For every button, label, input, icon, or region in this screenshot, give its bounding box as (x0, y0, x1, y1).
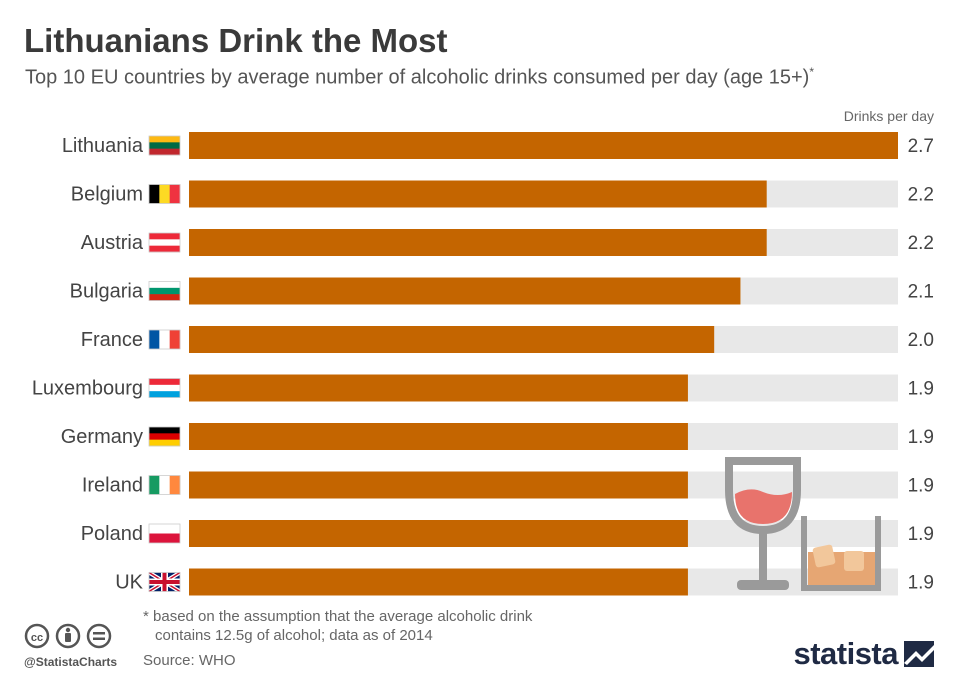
statista-logo: statista (793, 636, 934, 672)
chart-title: Lithuanians Drink the Most (24, 22, 448, 59)
value-label-uk: 1.9 (908, 573, 934, 594)
svg-text:cc: cc (31, 632, 43, 644)
category-label-ireland: Ireland (82, 475, 143, 497)
value-label-germany: 1.9 (908, 427, 934, 448)
footnote-line-1: * based on the assumption that the avera… (143, 608, 533, 625)
bar-belgium (189, 180, 767, 208)
value-label-belgium: 2.2 (908, 185, 934, 206)
unit-label: Drinks per day (843, 108, 934, 124)
category-label-lithuania: Lithuania (62, 135, 144, 157)
bulgaria-flag-icon (148, 281, 181, 301)
bar-austria (189, 229, 767, 256)
no-derivatives-icon (86, 623, 112, 649)
value-label-austria: 2.2 (908, 233, 934, 254)
bar-luxembourg (189, 374, 688, 402)
wine-glass-icon (725, 457, 801, 590)
uk-flag-icon (147, 570, 182, 594)
footnote-line-2: contains 12.5g of alcohol; data as of 20… (155, 627, 433, 644)
germany-flag-icon (148, 426, 181, 447)
ireland-flag-icon (148, 475, 181, 495)
value-label-luxembourg: 1.9 (908, 379, 934, 400)
subtitle-text: Top 10 EU countries by average number of… (25, 66, 810, 89)
bar-lithuania (189, 132, 898, 159)
bar-bulgaria (189, 277, 741, 305)
bar-poland (189, 520, 688, 547)
france-flag-icon (148, 329, 181, 350)
statista-mark-icon (904, 641, 934, 667)
value-label-ireland: 1.9 (908, 476, 934, 497)
bar-france (189, 326, 715, 353)
poland-flag-icon (148, 523, 181, 544)
category-label-france: France (81, 329, 143, 351)
value-label-france: 2.0 (908, 330, 934, 351)
luxembourg-flag-icon (148, 378, 181, 398)
bars-group: Lithuania 2.7 Belgium 2.2 Austria 2.2 Bulgaria… (32, 132, 934, 596)
category-label-uk: UK (115, 572, 143, 594)
whisky-glass-icon (801, 516, 881, 591)
category-label-luxembourg: Luxembourg (32, 378, 143, 400)
attribution-icon (55, 623, 81, 649)
value-label-lithuania: 2.7 (908, 136, 934, 157)
category-label-poland: Poland (81, 523, 143, 545)
bar-ireland (189, 471, 688, 499)
chart-subtitle: Top 10 EU countries by average number of… (25, 65, 814, 90)
license-icons: cc (24, 623, 120, 656)
category-label-austria: Austria (81, 232, 144, 254)
category-label-belgium: Belgium (71, 184, 143, 206)
value-label-poland: 1.9 (908, 524, 934, 545)
footnote: * based on the assumption that the avera… (143, 607, 532, 645)
category-label-germany: Germany (61, 426, 143, 448)
austria-flag-icon (148, 232, 181, 253)
source-note: Source: WHO (143, 652, 236, 669)
bar-uk (189, 568, 688, 596)
subtitle-footnote-mark: * (809, 65, 814, 79)
brand-name: statista (793, 636, 898, 671)
lithuania-flag-icon (148, 135, 181, 156)
social-handle: @StatistaCharts (24, 655, 118, 669)
belgium-flag-icon (148, 184, 181, 204)
license-svg: cc (24, 623, 112, 649)
value-label-bulgaria: 2.1 (908, 282, 934, 303)
bar-germany (189, 423, 688, 450)
category-label-bulgaria: Bulgaria (70, 281, 144, 303)
cc-icon: cc (24, 623, 50, 649)
